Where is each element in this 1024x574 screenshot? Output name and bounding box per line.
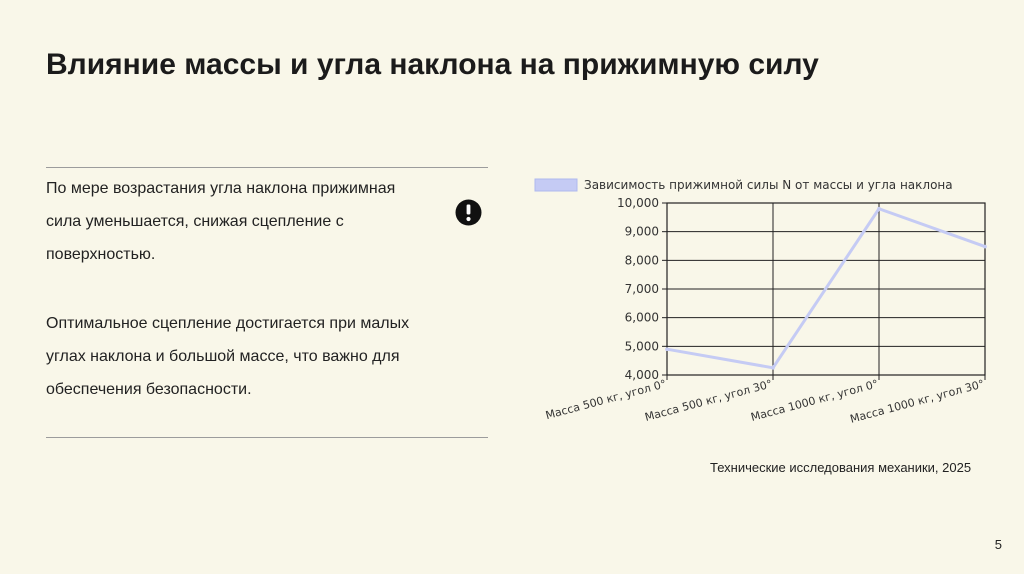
series-point (665, 347, 669, 351)
chart-svg: Зависимость прижимной силы N от массы и … (534, 178, 987, 426)
slide-title: Влияние массы и угла наклона на прижимну… (46, 48, 819, 81)
exclamation-circle-icon (455, 199, 482, 226)
series-point (877, 206, 881, 211)
divider-bottom (46, 437, 488, 438)
series-point (771, 366, 775, 370)
source-caption: Технические исследования механики, 2025 (710, 460, 972, 475)
legend-label: Зависимость прижимной силы N от массы и … (584, 178, 953, 192)
series-line (666, 207, 986, 370)
y-tick-label: 4,000 (625, 368, 659, 382)
chart-legend: Зависимость прижимной силы N от массы и … (534, 178, 953, 192)
y-axis-ticks: 4,000 5,000 6,000 7,000 8,000 9,000 10,000 (617, 196, 667, 382)
chart-series (665, 206, 987, 370)
paragraph-2: Оптимальное сцепление достигается при ма… (46, 315, 410, 398)
y-tick-label: 7,000 (625, 282, 659, 296)
paragraph-1: По мере возрастания угла наклона прижимн… (46, 180, 396, 263)
divider-top (46, 167, 488, 168)
legend-swatch (534, 178, 578, 192)
page-number: 5 (994, 537, 1002, 552)
y-tick-label: 6,000 (625, 311, 659, 325)
y-tick-label: 5,000 (625, 339, 659, 353)
series-point (983, 244, 987, 249)
x-axis-ticks: Масса 500 кг, угол 0°Масса 500 кг, угол … (544, 375, 986, 426)
line-chart: Зависимость прижимной силы N от массы и … (520, 168, 1000, 440)
y-tick-label: 8,000 (625, 253, 659, 267)
y-tick-label: 9,000 (625, 225, 659, 239)
y-tick-label: 10,000 (617, 196, 659, 210)
